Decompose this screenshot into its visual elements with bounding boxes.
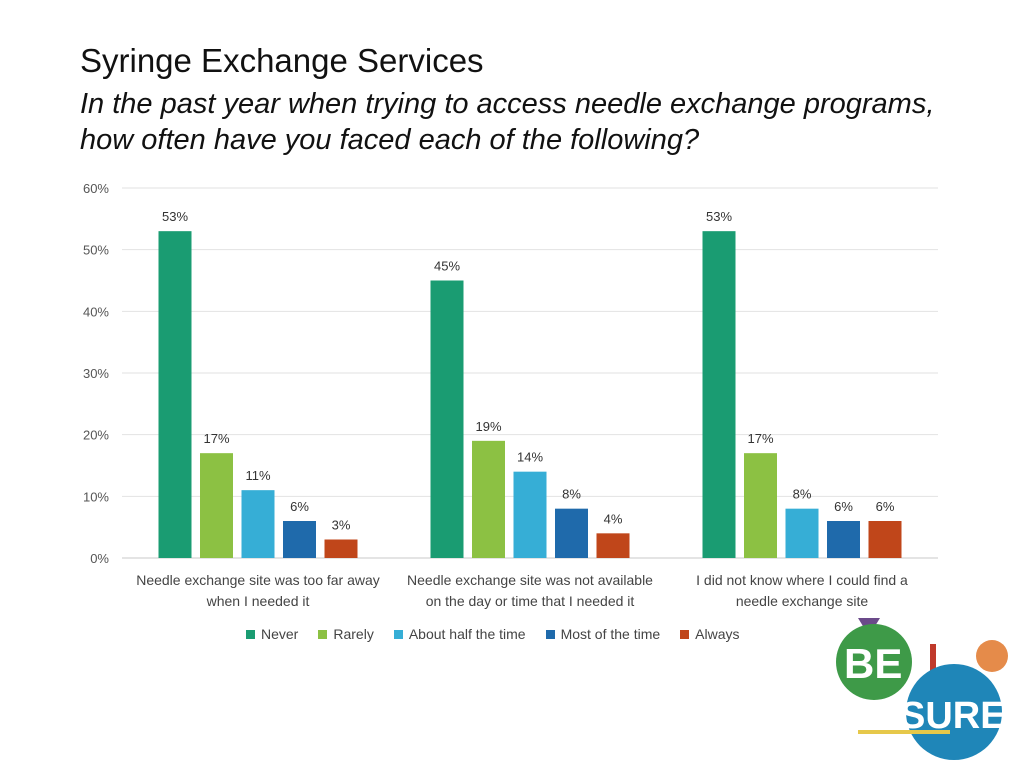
data-label: 6% xyxy=(834,499,853,514)
bar xyxy=(430,280,464,558)
legend-label: Most of the time xyxy=(560,626,661,642)
bar xyxy=(868,521,902,558)
legend-item: Never xyxy=(246,626,298,642)
legend-swatch xyxy=(545,629,555,639)
legend-label: Never xyxy=(261,626,299,642)
bar xyxy=(283,521,316,558)
chart-legend: Never Rarely About half the time Most of th… xyxy=(246,626,740,642)
bar xyxy=(158,231,192,558)
data-label: 8% xyxy=(793,487,812,502)
legend-label: About half the time xyxy=(408,626,526,642)
logo-blue-circle xyxy=(906,664,1002,760)
logo-orange-dot xyxy=(976,640,1008,672)
y-tick-label: 50% xyxy=(83,243,109,258)
chart-subtitle: In the past year when trying to access n… xyxy=(80,88,935,156)
data-label: 19% xyxy=(475,419,501,434)
data-label: 17% xyxy=(203,431,229,446)
logo-yellow-line xyxy=(858,730,950,734)
bar xyxy=(702,231,736,558)
data-label: 45% xyxy=(434,259,460,274)
y-tick-label: 60% xyxy=(83,181,109,196)
besure-logo: BE SURE xyxy=(836,618,1008,760)
data-label: 53% xyxy=(162,209,188,224)
logo-red-bar xyxy=(930,644,936,674)
data-label: 3% xyxy=(332,518,351,533)
legend-swatch xyxy=(393,629,403,639)
data-label: 17% xyxy=(747,431,773,446)
y-tick-label: 20% xyxy=(83,428,109,443)
category-label: I did not know where I could find a xyxy=(696,572,908,588)
bar xyxy=(513,471,547,558)
bar-chart: 0% 10% 20% 30% 40% 50% 60% 53% 17% 11% 6% 3% Needle … xyxy=(83,181,938,609)
y-tick-label: 0% xyxy=(90,551,109,566)
data-label: 6% xyxy=(876,499,895,514)
data-label: 53% xyxy=(706,209,732,224)
bar xyxy=(555,508,588,558)
data-label: 8% xyxy=(562,487,581,502)
legend-label: Rarely xyxy=(333,626,374,642)
category-label: when I needed it xyxy=(206,593,310,609)
category-label: Needle exchange site was too far away xyxy=(136,572,380,588)
legend-swatch xyxy=(318,629,328,639)
logo-text-sure: SURE xyxy=(900,695,1006,737)
data-label: 11% xyxy=(245,468,270,483)
y-tick-label: 10% xyxy=(83,489,109,504)
data-label: 6% xyxy=(290,499,309,514)
bar xyxy=(596,533,630,558)
bar xyxy=(472,440,505,558)
legend-label: Always xyxy=(695,626,740,642)
y-tick-label: 40% xyxy=(83,304,109,319)
data-label: 4% xyxy=(604,511,623,526)
data-label: 14% xyxy=(517,450,543,465)
category-label: needle exchange site xyxy=(736,593,869,609)
bar xyxy=(744,453,777,558)
logo-green-circle xyxy=(836,624,912,700)
bar xyxy=(324,539,358,558)
y-tick-label: 30% xyxy=(83,366,109,381)
legend-swatch xyxy=(246,629,255,639)
category-label: on the day or time that I needed it xyxy=(426,593,635,609)
legend-item: Most of the time xyxy=(545,626,661,642)
bar xyxy=(785,508,819,558)
legend-item: About half the time xyxy=(393,626,526,642)
legend-item: Rarely xyxy=(318,626,374,642)
legend-swatch xyxy=(680,629,690,639)
legend-item: Always xyxy=(680,626,740,642)
bar xyxy=(241,490,275,558)
bar xyxy=(827,521,860,558)
bar xyxy=(200,453,233,558)
category-label: Needle exchange site was not available xyxy=(407,572,653,588)
logo-text-be: BE xyxy=(844,640,902,687)
chart-title: Syringe Exchange Services xyxy=(80,42,484,79)
